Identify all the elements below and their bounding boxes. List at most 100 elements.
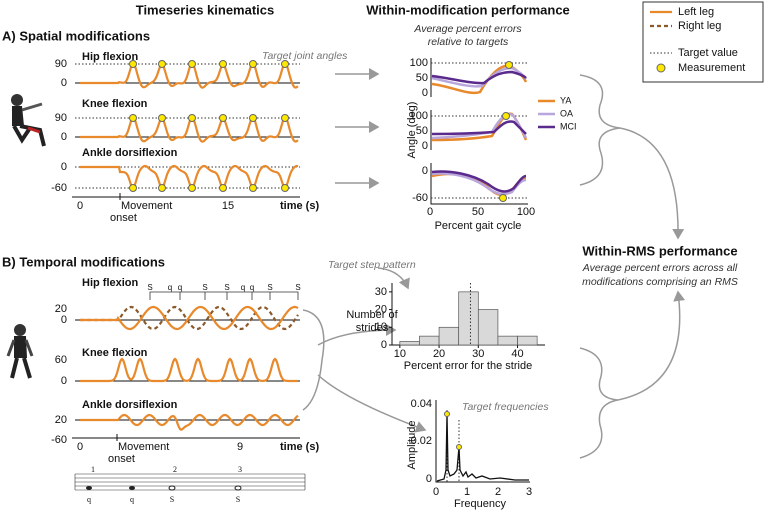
measurement <box>158 184 166 192</box>
tick-label: 20 <box>433 348 445 360</box>
joint-label: Knee flexion <box>82 98 148 110</box>
bar <box>458 291 479 346</box>
gait-curve <box>431 120 527 136</box>
timeseries <box>80 115 299 143</box>
avatar <box>11 94 46 147</box>
note-label: q <box>87 495 91 504</box>
measurement <box>281 114 289 122</box>
measurement <box>129 114 137 122</box>
step-label: q <box>168 283 172 292</box>
measure-number: 1 <box>91 465 95 474</box>
axis-label: Percent error for the stride <box>404 360 532 372</box>
measurement <box>188 114 196 122</box>
axis <box>435 400 530 483</box>
tick: 50 <box>416 72 428 84</box>
arrow <box>377 267 410 290</box>
tick: 0 <box>426 473 432 485</box>
measurement <box>158 60 166 68</box>
axis-label: Percent gait cycle <box>435 220 522 232</box>
tick: 15 <box>222 200 234 212</box>
tick: 50 <box>472 206 484 218</box>
timeseries <box>80 357 298 383</box>
legend-label: MCI <box>560 121 577 131</box>
brace <box>302 309 325 411</box>
staff <box>74 473 306 491</box>
step-label: S <box>147 283 152 292</box>
axis <box>430 58 528 205</box>
measurement <box>281 60 289 68</box>
tick: 0 <box>422 87 428 99</box>
note-label: q <box>130 495 134 504</box>
measurement <box>249 114 257 122</box>
avatar <box>6 324 34 379</box>
tick: 3 <box>526 486 532 498</box>
axis-label: Number of <box>346 309 398 321</box>
note <box>234 485 242 491</box>
tick: 100 <box>410 110 428 122</box>
tick-label: 30 <box>472 348 484 360</box>
brace <box>579 74 621 186</box>
onset-label: Movement <box>121 200 172 212</box>
step-label: q <box>250 283 254 292</box>
tick-label: 30 <box>375 286 387 298</box>
measurement <box>219 60 227 68</box>
measurement <box>502 112 510 120</box>
bar <box>497 335 518 346</box>
tick: 20 <box>55 303 67 315</box>
step-brackets <box>149 291 299 300</box>
tick: 0 <box>61 161 67 173</box>
bar <box>438 326 460 346</box>
rms-title: Within-RMS performance <box>582 243 737 258</box>
measure-number: 2 <box>173 465 177 474</box>
step-label: q <box>241 283 245 292</box>
measurement <box>456 444 462 450</box>
step-label: q <box>178 283 182 292</box>
legend-label: Right leg <box>678 20 721 32</box>
tick-label: 20 <box>375 303 387 315</box>
measurement <box>129 184 137 192</box>
annotation: Target step pattern <box>328 259 416 271</box>
tick: -60 <box>412 192 428 204</box>
measurement <box>444 411 450 417</box>
tick: 0 <box>433 486 439 498</box>
note-label: S <box>236 495 240 504</box>
column-title: Timeseries kinematics <box>136 2 275 17</box>
measurement <box>505 61 513 69</box>
measurement <box>219 114 227 122</box>
bar <box>517 335 538 346</box>
measurement <box>188 184 196 192</box>
axis-label: time (s) <box>280 200 319 212</box>
step-label: S <box>267 283 272 292</box>
onset-label: Movement <box>118 441 169 453</box>
tick: -60 <box>51 182 67 194</box>
onset-label: onset <box>108 453 135 465</box>
panel-title: A) Spatial modifications <box>2 28 150 43</box>
tick: 0 <box>77 200 83 212</box>
subtitle: Average percent errors <box>413 23 522 35</box>
tick: 9 <box>237 441 243 453</box>
gait-curve <box>431 172 527 196</box>
legend-label: Measurement <box>678 62 745 74</box>
tick-label: 10 <box>375 321 387 333</box>
tick: 0.02 <box>411 435 432 447</box>
tick-label: 10 <box>394 348 406 360</box>
joint-label: Knee flexion <box>82 347 148 359</box>
legend-swatch <box>656 63 666 73</box>
tick-label: 40 <box>511 348 523 360</box>
note <box>129 486 135 490</box>
tick: 0 <box>61 131 67 143</box>
joint-label: Hip flexion <box>82 51 139 63</box>
gait-curve <box>431 70 527 85</box>
note <box>168 485 176 491</box>
joint-label: Ankle dorsiflexion <box>82 147 178 159</box>
tick: 50 <box>416 125 428 137</box>
measurement <box>158 114 166 122</box>
rms-subtitle: modifications comprising an RMS <box>582 276 738 288</box>
step-label: S <box>224 283 229 292</box>
legend-label: OA <box>560 108 573 118</box>
tick: 60 <box>55 354 67 366</box>
joint-label: Hip flexion <box>82 277 139 289</box>
measurement <box>129 60 137 68</box>
arrow <box>619 127 685 240</box>
arrow <box>617 290 686 401</box>
